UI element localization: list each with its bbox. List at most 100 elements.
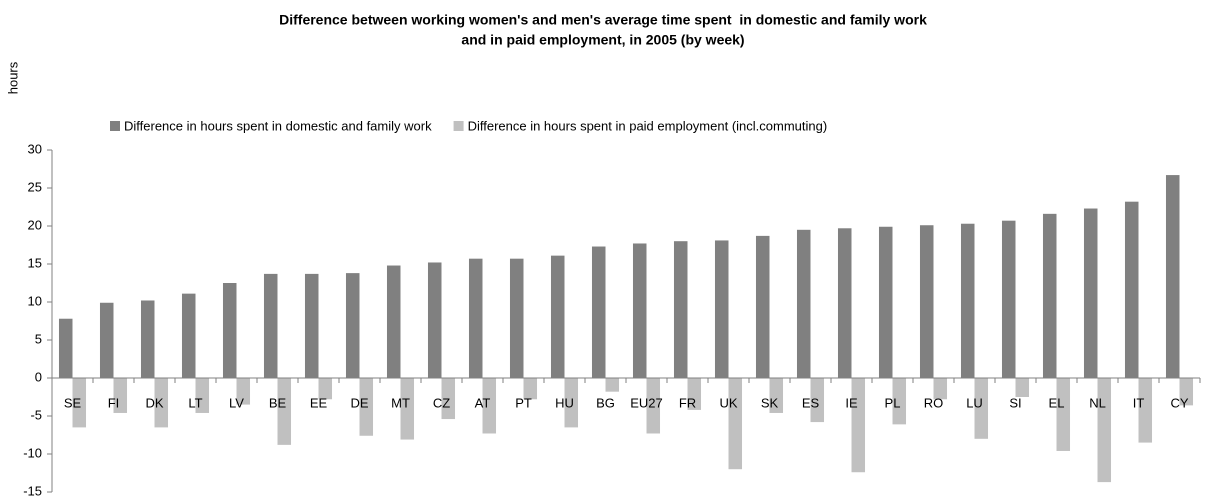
legend-label: Difference in hours spent in domestic an… (124, 118, 432, 133)
bar (960, 223, 975, 378)
x-tick-label: LU (966, 395, 983, 410)
bar (1083, 208, 1098, 378)
bar (1015, 378, 1030, 397)
x-tick-label: CY (1170, 395, 1188, 410)
y-tick-label: -10 (23, 445, 42, 460)
bar (1124, 201, 1139, 378)
bar (181, 293, 196, 378)
legend-swatch (110, 121, 120, 131)
y-tick-label: 5 (35, 331, 42, 346)
x-tick-label: FR (679, 395, 696, 410)
y-tick-label: 10 (28, 293, 42, 308)
bar (1001, 220, 1016, 378)
bar (523, 378, 538, 400)
x-tick-label: UK (719, 395, 737, 410)
bar (632, 243, 647, 378)
x-tick-label: IT (1133, 395, 1145, 410)
bar (1179, 378, 1194, 406)
bar (154, 378, 169, 428)
bar (892, 378, 907, 425)
bar (755, 235, 770, 378)
bar (605, 378, 620, 392)
bar (318, 378, 333, 400)
x-tick-label: BE (269, 395, 287, 410)
bar (591, 246, 606, 378)
x-tick-label: NL (1089, 395, 1106, 410)
x-tick-label: IE (845, 395, 858, 410)
x-tick-label: EU27 (630, 395, 663, 410)
x-tick-label: AT (475, 395, 491, 410)
bar (837, 228, 852, 378)
bar (195, 378, 210, 413)
bar (236, 378, 251, 405)
bar (441, 378, 456, 420)
bar (1042, 213, 1057, 378)
x-tick-label: MT (391, 395, 410, 410)
x-tick-label: EL (1049, 395, 1065, 410)
bar (509, 258, 524, 378)
bar (58, 318, 73, 378)
x-tick-label: CZ (433, 395, 450, 410)
bar (359, 378, 374, 436)
bar (482, 378, 497, 434)
y-tick-label: 20 (28, 217, 42, 232)
x-tick-label: FI (108, 395, 120, 410)
x-tick-label: SI (1009, 395, 1021, 410)
x-tick-label: RO (924, 395, 944, 410)
chart-title: Difference between working women's and m… (279, 12, 927, 28)
bar (1165, 175, 1180, 378)
bar (277, 378, 292, 445)
bar (550, 255, 565, 378)
bar (878, 226, 893, 378)
bar (386, 265, 401, 378)
bar (687, 378, 702, 410)
legend-label: Difference in hours spent in paid employ… (468, 118, 828, 133)
y-axis-label: hours (5, 61, 20, 94)
x-tick-label: SE (64, 395, 82, 410)
x-tick-label: DK (145, 395, 163, 410)
bar (263, 273, 278, 378)
bar (1138, 378, 1153, 443)
y-tick-label: 0 (35, 369, 42, 384)
bar (222, 283, 237, 378)
x-tick-label: EE (310, 395, 328, 410)
chart-title: and in paid employment, in 2005 (by week… (461, 32, 744, 48)
bar (304, 273, 319, 378)
bar (728, 378, 743, 470)
y-tick-label: -5 (30, 407, 42, 422)
bar (933, 378, 948, 400)
bar (99, 302, 114, 378)
bar (919, 225, 934, 378)
bar (769, 378, 784, 413)
bar (400, 378, 415, 440)
x-tick-label: PL (885, 395, 901, 410)
bar (113, 378, 128, 413)
x-tick-label: SK (761, 395, 779, 410)
bar (140, 300, 155, 378)
x-tick-label: LT (188, 395, 202, 410)
y-tick-label: -15 (23, 483, 42, 497)
x-tick-label: ES (802, 395, 820, 410)
x-tick-label: BG (596, 395, 615, 410)
bar (427, 262, 442, 378)
bar (1056, 378, 1071, 451)
bar (851, 378, 866, 473)
bar (673, 241, 688, 378)
x-tick-label: LV (229, 395, 244, 410)
bar (796, 229, 811, 378)
y-tick-label: 25 (28, 179, 42, 194)
bar (810, 378, 825, 423)
bar (345, 273, 360, 378)
bar (468, 258, 483, 378)
bar (72, 378, 87, 428)
x-tick-label: DE (350, 395, 368, 410)
y-tick-label: 15 (28, 255, 42, 270)
bar (646, 378, 661, 434)
bar (974, 378, 989, 439)
bar (564, 378, 579, 428)
bar (1097, 378, 1112, 483)
y-tick-label: 30 (28, 141, 42, 156)
x-tick-label: HU (555, 395, 574, 410)
x-tick-label: PT (515, 395, 532, 410)
